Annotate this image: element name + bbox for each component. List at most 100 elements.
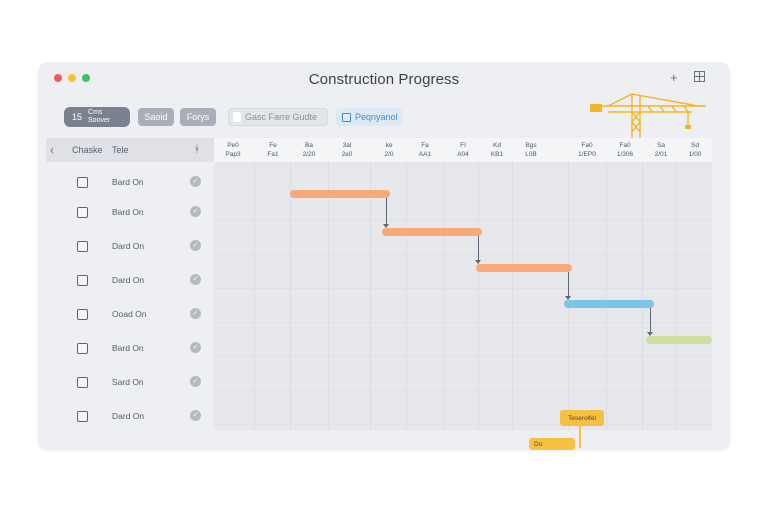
timeline-header: Pe0 Pap3 Fe Fa1 Ba 2/20 3al 2e0 ke 2/0 Fa AA1 FI A04 K… [214, 138, 712, 162]
grid-row-line [214, 424, 712, 425]
row-checkbox[interactable] [77, 343, 88, 354]
status-check-icon[interactable]: ✓ [190, 176, 201, 187]
grid-row-line [214, 220, 712, 221]
task-bar[interactable] [564, 300, 654, 308]
gantt-chart: ‹ Chaske Tele ᚼ Bard On ✓ Bard On ✓ Dard On ✓… [46, 138, 722, 430]
plus-icon[interactable]: + [670, 70, 678, 85]
grid-row-line [214, 322, 712, 323]
task-bar[interactable] [290, 190, 390, 198]
timeline-tick-label: 3al 2e0 [332, 141, 362, 159]
grid-column-line [512, 162, 513, 430]
row-checkbox[interactable] [77, 411, 88, 422]
timeline-tick-label: Fa0 1/EP0 [572, 141, 602, 159]
table-row[interactable]: Bard On ✓ [46, 334, 214, 364]
tick-bottom: Pap3 [225, 151, 241, 158]
tick-top: Fa0 [619, 142, 631, 149]
close-window-button[interactable] [54, 74, 62, 82]
task-list-header: ‹ Chaske Tele ᚼ [46, 138, 214, 162]
grid-row-line [214, 356, 712, 357]
status-check-icon[interactable]: ✓ [190, 206, 201, 217]
header-title[interactable]: Tele [112, 145, 129, 155]
row-label: Bard On [112, 177, 144, 187]
grid-column-line [444, 162, 445, 430]
tick-top: Fa0 [581, 142, 593, 149]
dependency-arrow-icon [383, 224, 389, 228]
row-checkbox[interactable] [77, 241, 88, 252]
timeline-tick-label: Bgs L0B [516, 141, 546, 159]
row-checkbox[interactable] [77, 275, 88, 286]
grid-row-line [214, 254, 712, 255]
status-check-icon[interactable]: ✓ [190, 376, 201, 387]
grid-icon[interactable] [694, 70, 705, 85]
save-button[interactable]: Saoid [138, 108, 174, 126]
dependency-arrow-icon [475, 260, 481, 264]
row-checkbox[interactable] [77, 177, 88, 188]
table-row[interactable]: Bard On ✓ [46, 168, 214, 198]
grid-column-line [370, 162, 371, 430]
dependency-line [386, 198, 387, 224]
tick-bottom: Fa1 [267, 151, 279, 158]
tick-top: Fe [269, 142, 277, 149]
chevron-left-icon[interactable]: ‹ [50, 143, 54, 157]
timeline-tick-label: FI A04 [448, 141, 478, 159]
task-bar[interactable] [646, 336, 712, 344]
tick-bottom: 2/20 [302, 151, 316, 158]
timeline-body [214, 162, 712, 430]
tick-top: Kd [493, 142, 501, 149]
forge-button[interactable]: Forys [180, 108, 216, 126]
maximize-window-button[interactable] [82, 74, 90, 82]
tick-bottom: KB1 [490, 151, 504, 158]
timeline-tick-label: Sd 1/00 [680, 141, 710, 159]
row-label: Dard On [112, 411, 145, 421]
task-list: ‹ Chaske Tele ᚼ Bard On ✓ Bard On ✓ Dard On ✓… [46, 138, 214, 430]
dependency-arrow-icon [565, 296, 571, 300]
row-label: Bard On [112, 207, 144, 217]
grid-column-line [478, 162, 479, 430]
status-check-icon[interactable]: ✓ [190, 308, 201, 319]
timeline-tick-label: Fa0 1/306 [610, 141, 640, 159]
status-check-icon[interactable]: ✓ [190, 342, 201, 353]
status-check-icon[interactable]: ✓ [190, 240, 201, 251]
dependency-arrow-icon [647, 332, 653, 336]
row-label: Sard On [112, 377, 144, 387]
grid-column-line [254, 162, 255, 430]
milestone-tag[interactable]: Teserolfel [560, 410, 604, 426]
status-check-icon[interactable]: ✓ [190, 410, 201, 421]
tick-top: 3al [342, 142, 352, 149]
property-button[interactable]: Peqnyanol [336, 108, 402, 126]
status-check-icon[interactable]: ✓ [190, 274, 201, 285]
tick-top: Fa [421, 142, 429, 149]
milestone-tag-secondary[interactable]: Do [529, 438, 575, 450]
tick-top: FI [460, 142, 466, 149]
tick-top: Ba [305, 142, 313, 149]
tick-bottom: 1/00 [688, 151, 702, 158]
timeline-tick-label: ke 2/0 [374, 141, 404, 159]
grid-column-line [406, 162, 407, 430]
table-row[interactable]: Dard On ✓ [46, 266, 214, 296]
crane-icon [590, 93, 706, 142]
row-checkbox[interactable] [77, 377, 88, 388]
tick-bottom: 1/306 [616, 151, 634, 158]
row-label: Dard On [112, 275, 145, 285]
primary-button-label-line1: Cms [88, 109, 103, 116]
grid-column-line [606, 162, 607, 430]
primary-toolbar-button[interactable]: 15 Cms Soover [64, 107, 130, 127]
tick-top: ke [385, 142, 393, 149]
timeline-tick-label: Pe0 Pap3 [218, 141, 248, 159]
filter-button[interactable]: Gasc Farre Gudte [228, 108, 328, 126]
row-checkbox[interactable] [77, 309, 88, 320]
tick-bottom: A04 [457, 151, 469, 158]
primary-button-icon: 15 [72, 112, 83, 122]
table-row[interactable]: Ooad On ✓ [46, 300, 214, 330]
dependency-line [568, 272, 569, 296]
table-row[interactable]: Dard On ✓ [46, 402, 214, 432]
task-bar[interactable] [382, 228, 482, 236]
row-checkbox[interactable] [77, 207, 88, 218]
task-bar[interactable] [476, 264, 572, 272]
header-chaske[interactable]: Chaske [72, 145, 103, 155]
header-status[interactable]: ᚼ [194, 144, 200, 155]
table-row[interactable]: Sard On ✓ [46, 368, 214, 398]
table-row[interactable]: Bard On ✓ [46, 198, 214, 228]
minimize-window-button[interactable] [68, 74, 76, 82]
table-row[interactable]: Dard On ✓ [46, 232, 214, 262]
